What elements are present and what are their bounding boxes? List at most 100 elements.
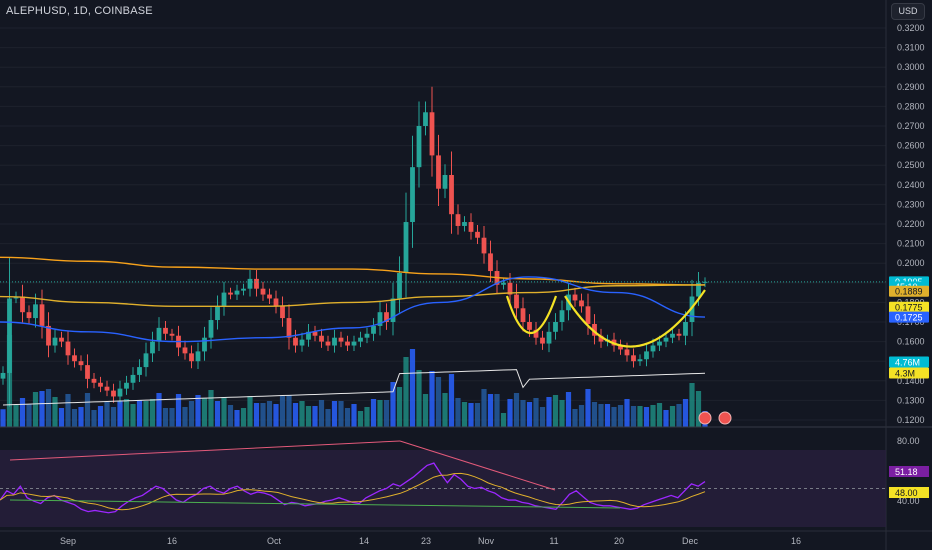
rsi-value-badge	[889, 466, 929, 477]
volume-bar	[552, 395, 559, 427]
volume-bar	[695, 391, 702, 427]
volume-bar	[429, 371, 435, 427]
candle-body	[0, 372, 6, 379]
volume-bar	[91, 410, 97, 427]
candle-body	[306, 331, 311, 340]
candle-body	[546, 331, 552, 344]
volume-bar	[123, 399, 130, 427]
volume-bar	[611, 407, 617, 427]
candle-body	[325, 341, 331, 346]
volume-bar	[461, 402, 468, 427]
moving-average-line	[0, 284, 706, 308]
symbol-title: ALEPHUSD, 1D, COINBASE	[6, 5, 153, 17]
price-tick-label: 0.1400	[897, 376, 925, 386]
candle-body	[202, 337, 207, 352]
volume-bar	[435, 377, 442, 427]
moving-average-line	[0, 256, 706, 286]
event-marker-icon	[718, 411, 732, 425]
volume-bar	[266, 401, 273, 427]
volume-bar	[338, 401, 344, 427]
volume-bar	[104, 402, 110, 427]
volume-bar	[689, 383, 695, 427]
candle-body	[559, 310, 565, 322]
volume-bar	[273, 404, 279, 427]
volume-bar	[312, 406, 318, 427]
volume-bar	[234, 410, 240, 427]
volume-bar	[383, 400, 390, 427]
price-tick-label: 0.1600	[897, 337, 925, 347]
candle-body	[637, 359, 643, 362]
volume-bar	[26, 404, 32, 427]
candle-body	[150, 341, 155, 354]
volume-bar	[409, 349, 416, 427]
candle-body	[618, 345, 623, 350]
candle-body	[436, 155, 441, 189]
candle-body	[312, 331, 318, 336]
volume-bar	[572, 409, 578, 427]
candle-body	[455, 214, 461, 226]
candle-body	[189, 353, 194, 362]
price-badge	[889, 285, 929, 297]
candle-body	[124, 382, 129, 389]
volume-bar	[299, 401, 305, 427]
candle-body	[514, 294, 519, 309]
volume-bar	[325, 409, 331, 427]
volume-bar	[676, 404, 682, 427]
currency-button[interactable]: USD	[891, 3, 925, 20]
candle-body	[163, 327, 168, 334]
volume-bar	[416, 370, 422, 427]
price-tick-label: 0.3000	[897, 62, 925, 72]
volume-bar	[78, 407, 84, 427]
volume-bar	[149, 399, 156, 427]
divergence-line	[9, 440, 401, 461]
candle-body	[221, 292, 227, 307]
rsi-tick-label: 80.00	[897, 436, 920, 446]
candle-body	[143, 353, 149, 368]
candle-body	[410, 167, 415, 223]
rsi-ma-line	[0, 472, 706, 511]
candle-body	[520, 308, 526, 322]
price-tick-label: 0.1200	[897, 415, 925, 425]
candle-body	[182, 347, 188, 354]
candle-body	[26, 312, 32, 319]
volume-bar	[13, 405, 19, 427]
volume-bar	[156, 393, 162, 427]
divergence-line	[9, 499, 621, 509]
candle-body	[572, 294, 578, 301]
candle-body	[280, 306, 285, 319]
price-badge-text: 0.1889	[895, 287, 923, 297]
price-badge	[889, 311, 929, 323]
date-tick-label: Sep	[60, 536, 76, 546]
candle-body	[254, 278, 259, 289]
volume-bar	[455, 398, 461, 427]
date-tick-label: 11	[549, 536, 558, 546]
date-tick-label: 16	[167, 536, 177, 546]
candle-body	[98, 382, 103, 387]
candle-body	[85, 365, 90, 379]
candle-body	[332, 337, 337, 346]
volume-bar	[331, 401, 338, 427]
price-badge-text: 0.1775	[895, 303, 923, 313]
volume-bar	[240, 408, 247, 427]
volume-bar	[221, 397, 227, 427]
candle-body	[527, 322, 532, 330]
volume-average-line	[2, 369, 706, 406]
volume-bar	[201, 398, 208, 427]
price-tick-label: 0.2900	[897, 82, 925, 92]
candle-body	[540, 337, 545, 344]
volume-bar	[682, 399, 689, 427]
candle-body	[117, 388, 123, 397]
candle-body	[592, 323, 597, 336]
candle-body	[215, 306, 220, 321]
candle-body	[260, 288, 266, 295]
volume-bar	[513, 393, 520, 427]
volume-bar	[208, 390, 214, 427]
volume-bar	[169, 408, 175, 427]
volume-bar	[617, 405, 624, 427]
candle-body	[553, 322, 558, 332]
candle-body	[46, 325, 51, 346]
price-tick-label: 0.2700	[897, 121, 925, 131]
volume-bar	[260, 403, 266, 427]
volume-bar	[364, 407, 370, 427]
